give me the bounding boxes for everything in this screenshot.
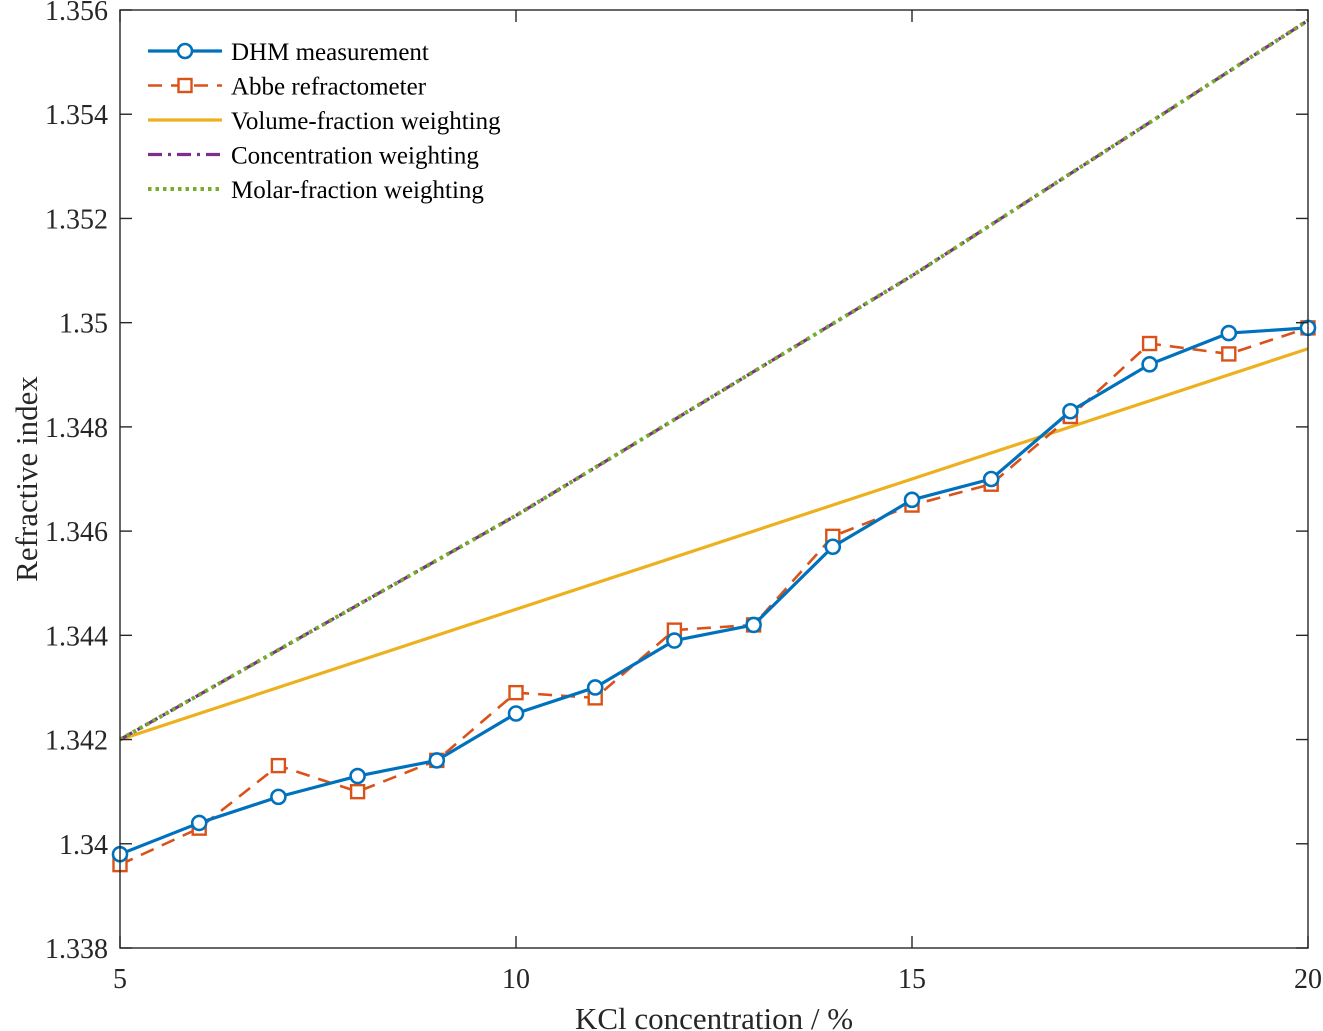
- y-tick-label: 1.342: [45, 726, 108, 757]
- data-point-dhm: [190, 814, 208, 832]
- legend-marker-dhm-measurement: [176, 42, 194, 60]
- data-point-dhm: [507, 705, 525, 722]
- y-tick-label: 1.35: [59, 309, 108, 340]
- axes-layer: 5 10 15 20 1.338 1.34 1.342 1.344 1.346 1.348 1.35…: [45, 0, 1322, 995]
- data-point-dhm: [903, 491, 921, 509]
- legend-label-abbe-refractometer: Abbe refractometer: [231, 74, 427, 101]
- data-point-abbe: [508, 684, 524, 701]
- y-tick-label: 1.348: [45, 413, 108, 444]
- legend-label-molar-fraction-weighting: Molar-fraction weighting: [231, 177, 484, 204]
- y-tick-label: 1.34: [59, 830, 108, 861]
- data-point-dhm: [1220, 324, 1238, 342]
- data-point-abbe: [1141, 335, 1158, 352]
- series-layer: [111, 18, 1317, 873]
- data-point-dhm: [586, 679, 604, 696]
- series-molar-fraction-weighting: [119, 18, 1310, 742]
- legend: DHM measurement Abbe refractometer Volume-…: [148, 39, 501, 204]
- data-point-dhm: [1141, 356, 1158, 373]
- data-point-abbe: [1221, 346, 1237, 362]
- data-point-dhm: [270, 788, 287, 806]
- legend-marker-abbe-refractometer: [177, 77, 193, 94]
- legend-label-concentration-weighting: Concentration weighting: [231, 143, 479, 170]
- legend-label-dhm-measurement: DHM measurement: [231, 39, 429, 66]
- data-point-abbe: [349, 783, 366, 800]
- y-tick-label: 1.346: [45, 517, 108, 548]
- series-volume-fraction-weighting: [119, 347, 1309, 742]
- y-tick-label: 1.344: [45, 621, 108, 652]
- x-tick-label: 5: [113, 964, 127, 995]
- data-point-dhm: [824, 538, 842, 556]
- series-line-volume-fraction-weighting: [119, 347, 1309, 742]
- plot-frame: [119, 9, 1309, 949]
- y-tick-label: 1.356: [45, 0, 108, 27]
- data-point-abbe: [270, 757, 287, 774]
- x-tick-label: 15: [898, 964, 926, 995]
- data-point-dhm: [428, 752, 446, 769]
- x-axis-title: KCl concentration / %: [575, 1001, 853, 1031]
- series-line-molar-fraction-weighting: [119, 18, 1310, 742]
- x-tick-label: 20: [1294, 964, 1322, 995]
- data-point-dhm: [349, 767, 366, 785]
- series-dhm-measurement: [111, 319, 1317, 863]
- series-line-dhm-measurement: [119, 326, 1309, 856]
- data-point-dhm: [745, 616, 762, 634]
- series-line-concentration-weighting: [119, 19, 1309, 741]
- x-tick-label: 10: [502, 964, 530, 995]
- series-concentration-weighting: [119, 19, 1309, 741]
- y-axis-title: Refractive index: [9, 376, 44, 582]
- data-point-dhm: [1062, 402, 1079, 420]
- legend-label-volume-fraction-weighting: Volume-fraction weighting: [231, 108, 501, 135]
- y-tick-label: 1.354: [45, 100, 108, 131]
- y-tick-label: 1.352: [45, 204, 108, 235]
- data-point-dhm: [666, 632, 683, 649]
- y-tick-label: 1.338: [45, 934, 108, 965]
- data-point-dhm: [982, 470, 1000, 488]
